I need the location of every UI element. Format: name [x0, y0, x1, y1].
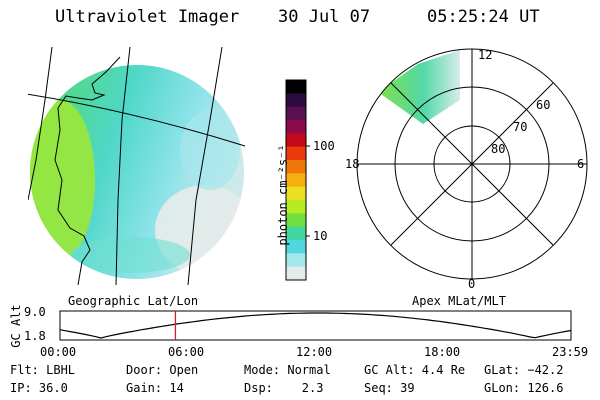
strip-xtick-1800: 18:00 [424, 345, 461, 359]
polar-auroral-coverage [378, 50, 460, 124]
colorbar-band [286, 186, 306, 201]
mlt-label-0: 0 [468, 277, 476, 291]
colorbar-band [286, 160, 306, 174]
altitude-strip-chart [59, 310, 572, 341]
info-gain: Gain: 14 [126, 381, 184, 395]
strip-ytick-1-8: 1.8 [24, 329, 46, 343]
mlt-label-12: 12 [478, 48, 493, 62]
colorbar-tick-10: 10 [313, 229, 328, 243]
altitude-curve [59, 312, 572, 339]
mlat-label-60: 60 [536, 98, 551, 112]
colorbar-unit-label: photon cm⁻²s⁻¹ [276, 144, 290, 246]
colorbar-band [286, 200, 306, 214]
strip-xtick-1200: 12:00 [296, 345, 333, 359]
mlat-label-70: 70 [513, 120, 528, 134]
colorbar-band [286, 213, 306, 228]
info-filter: Flt: LBHL [10, 363, 76, 377]
info-door: Door: Open [126, 363, 199, 377]
colorbar-tick-100: 100 [313, 139, 335, 153]
colorbar-band [286, 240, 306, 254]
observation-time: 05:25:24 UT [427, 7, 540, 27]
instrument-title: Ultraviolet Imager [55, 7, 240, 27]
geographic-panel-label: Geographic Lat/Lon [68, 294, 199, 308]
colorbar-band [286, 93, 306, 108]
info-seq: Seq: 39 [364, 381, 415, 395]
colorbar-band [286, 266, 306, 281]
info-dsp: Dsp: 2.3 [244, 381, 324, 395]
colorbar-band [286, 133, 306, 148]
info-glat: GLat: −42.2 [484, 363, 564, 377]
colorbar-band [286, 80, 306, 94]
observation-date: 30 Jul 07 [278, 7, 371, 27]
mlt-label-18: 18 [345, 157, 360, 171]
polar-mlat-mlt-plot [356, 48, 588, 280]
info-gc-alt: GC Alt: 4.4 Re [364, 363, 466, 377]
geographic-grid [28, 47, 246, 285]
colorbar-band [286, 120, 306, 134]
colorbar-band [286, 106, 306, 121]
strip-xtick-0600: 06:00 [168, 345, 205, 359]
polar-panel-label: Apex MLat/MLT [412, 294, 506, 308]
strip-xtick-2359: 23:59 [552, 345, 589, 359]
mlt-label-6: 6 [577, 157, 585, 171]
info-ip: IP: 36.0 [10, 381, 68, 395]
colorbar [285, 79, 310, 281]
auroral-image-panel [28, 47, 246, 285]
colorbar-band [286, 173, 306, 188]
strip-ytick-9: 9.0 [24, 305, 46, 319]
mlat-label-80: 80 [491, 142, 506, 156]
info-mode: Mode: Normal [244, 363, 331, 377]
strip-xtick-0000: 00:00 [40, 345, 77, 359]
colorbar-band [286, 226, 306, 241]
strip-axis-label: GC Alt [9, 304, 23, 348]
info-glon: GLon: 126.6 [484, 381, 564, 395]
colorbar-band [286, 146, 306, 161]
colorbar-band [286, 253, 306, 268]
